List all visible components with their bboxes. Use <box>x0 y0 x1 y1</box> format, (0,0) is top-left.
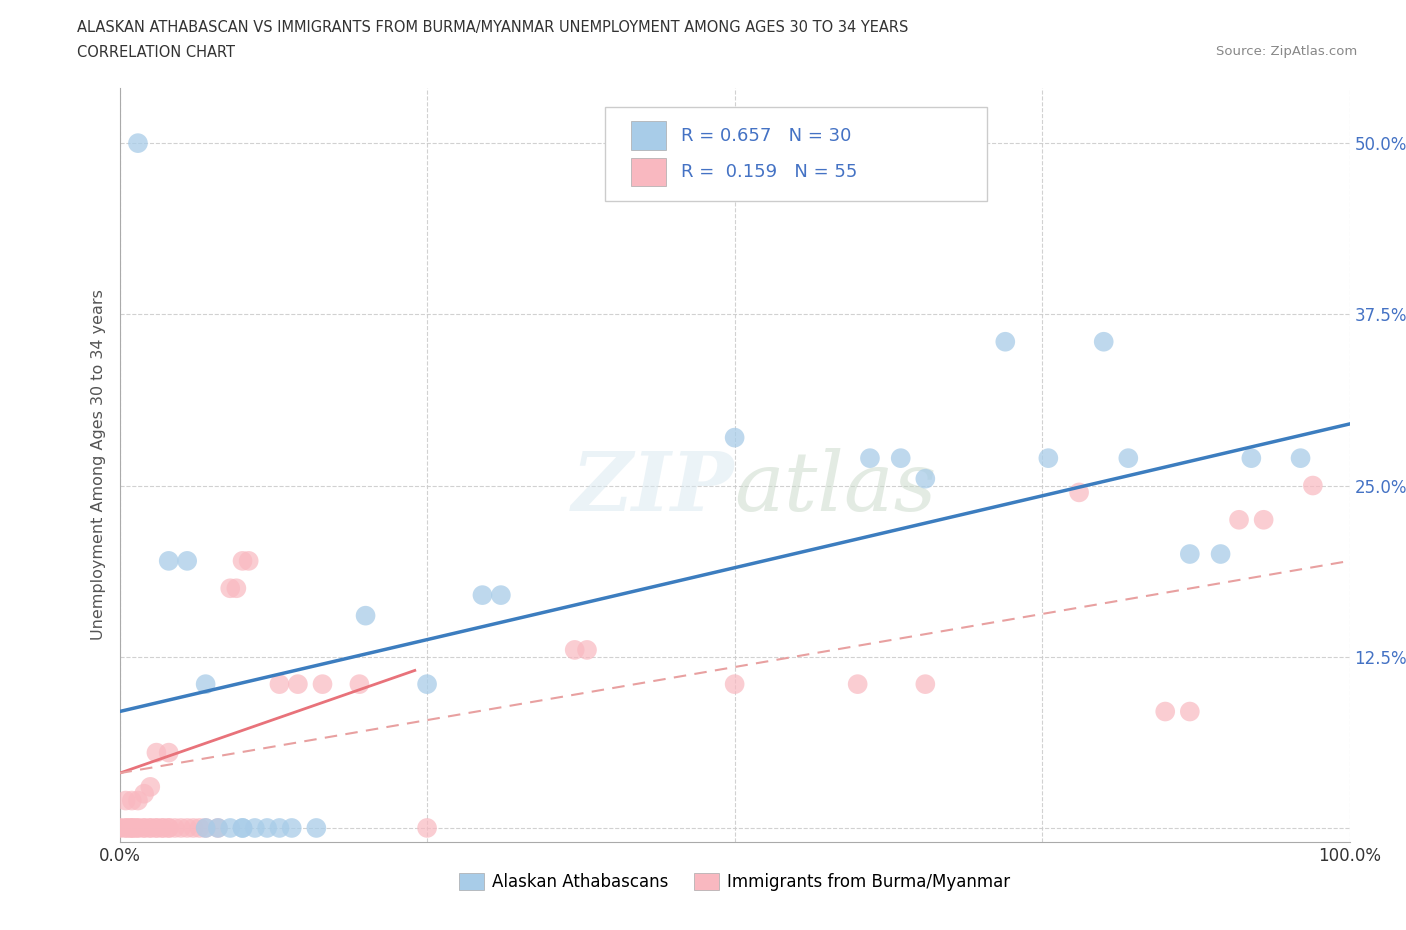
Point <box>859 451 882 466</box>
Point <box>157 745 180 760</box>
Point <box>108 820 131 835</box>
Point <box>1069 485 1091 499</box>
Point <box>994 334 1017 349</box>
Point <box>1227 512 1250 527</box>
Point <box>194 820 217 835</box>
Point <box>1038 451 1060 466</box>
Point <box>157 820 180 835</box>
Point <box>231 820 254 835</box>
Point <box>121 793 143 808</box>
Point <box>269 820 291 835</box>
Point <box>108 820 131 835</box>
Point <box>471 588 494 603</box>
Point <box>281 820 304 835</box>
Point <box>163 820 186 835</box>
Point <box>1178 704 1201 719</box>
Point <box>311 677 333 692</box>
Point <box>114 820 136 835</box>
Point <box>914 677 936 692</box>
Point <box>127 793 149 808</box>
Point <box>1302 478 1324 493</box>
Point <box>243 820 266 835</box>
Point <box>416 820 439 835</box>
Point <box>121 820 143 835</box>
Point <box>219 581 242 596</box>
FancyBboxPatch shape <box>631 158 666 186</box>
Point <box>238 553 260 568</box>
Point <box>132 786 156 801</box>
Y-axis label: Unemployment Among Ages 30 to 34 years: Unemployment Among Ages 30 to 34 years <box>90 289 105 641</box>
Point <box>269 677 291 692</box>
Point <box>207 820 229 835</box>
Point <box>132 820 156 835</box>
Point <box>1209 547 1232 562</box>
Text: CORRELATION CHART: CORRELATION CHART <box>77 45 235 60</box>
Point <box>127 820 149 835</box>
Point <box>256 820 278 835</box>
Point <box>194 677 217 692</box>
Point <box>225 581 247 596</box>
Point <box>1240 451 1263 466</box>
Point <box>219 820 242 835</box>
Point <box>576 643 599 658</box>
Point <box>914 472 936 486</box>
Point <box>152 820 174 835</box>
Point <box>157 553 180 568</box>
Point <box>1092 334 1115 349</box>
Point <box>145 745 167 760</box>
Point <box>170 820 193 835</box>
Point <box>846 677 869 692</box>
Legend: Alaskan Athabascans, Immigrants from Burma/Myanmar: Alaskan Athabascans, Immigrants from Bur… <box>453 866 1017 897</box>
Point <box>723 431 745 445</box>
Point <box>183 820 205 835</box>
Point <box>176 820 198 835</box>
Point <box>114 820 136 835</box>
Text: Source: ZipAtlas.com: Source: ZipAtlas.com <box>1216 45 1357 58</box>
Point <box>176 553 198 568</box>
Point <box>124 820 146 835</box>
Point <box>118 820 141 835</box>
Point <box>194 820 217 835</box>
Text: R =  0.159   N = 55: R = 0.159 N = 55 <box>681 163 856 181</box>
Point <box>1253 512 1275 527</box>
Point <box>114 793 136 808</box>
Text: R = 0.657   N = 30: R = 0.657 N = 30 <box>681 126 851 145</box>
Point <box>354 608 377 623</box>
Point <box>723 677 745 692</box>
Point <box>231 820 254 835</box>
Point <box>132 820 156 835</box>
Point <box>145 820 167 835</box>
Point <box>416 677 439 692</box>
Point <box>890 451 912 466</box>
Point <box>139 820 162 835</box>
Point <box>139 779 162 794</box>
FancyBboxPatch shape <box>606 107 987 202</box>
Point <box>188 820 211 835</box>
Point <box>157 820 180 835</box>
Point <box>349 677 371 692</box>
Point <box>1178 547 1201 562</box>
Point <box>1118 451 1140 466</box>
Point <box>127 820 149 835</box>
Point <box>1154 704 1177 719</box>
Point <box>145 820 167 835</box>
Point <box>231 553 254 568</box>
Point <box>305 820 328 835</box>
Point <box>564 643 586 658</box>
Point <box>121 820 143 835</box>
Point <box>489 588 512 603</box>
Point <box>207 820 229 835</box>
Point <box>127 136 149 151</box>
Text: atlas: atlas <box>734 447 936 527</box>
Point <box>152 820 174 835</box>
Point <box>287 677 309 692</box>
Text: ALASKAN ATHABASCAN VS IMMIGRANTS FROM BURMA/MYANMAR UNEMPLOYMENT AMONG AGES 30 T: ALASKAN ATHABASCAN VS IMMIGRANTS FROM BU… <box>77 20 908 35</box>
FancyBboxPatch shape <box>631 122 666 150</box>
Text: ZIP: ZIP <box>572 447 734 527</box>
Point <box>139 820 162 835</box>
Point <box>1289 451 1312 466</box>
